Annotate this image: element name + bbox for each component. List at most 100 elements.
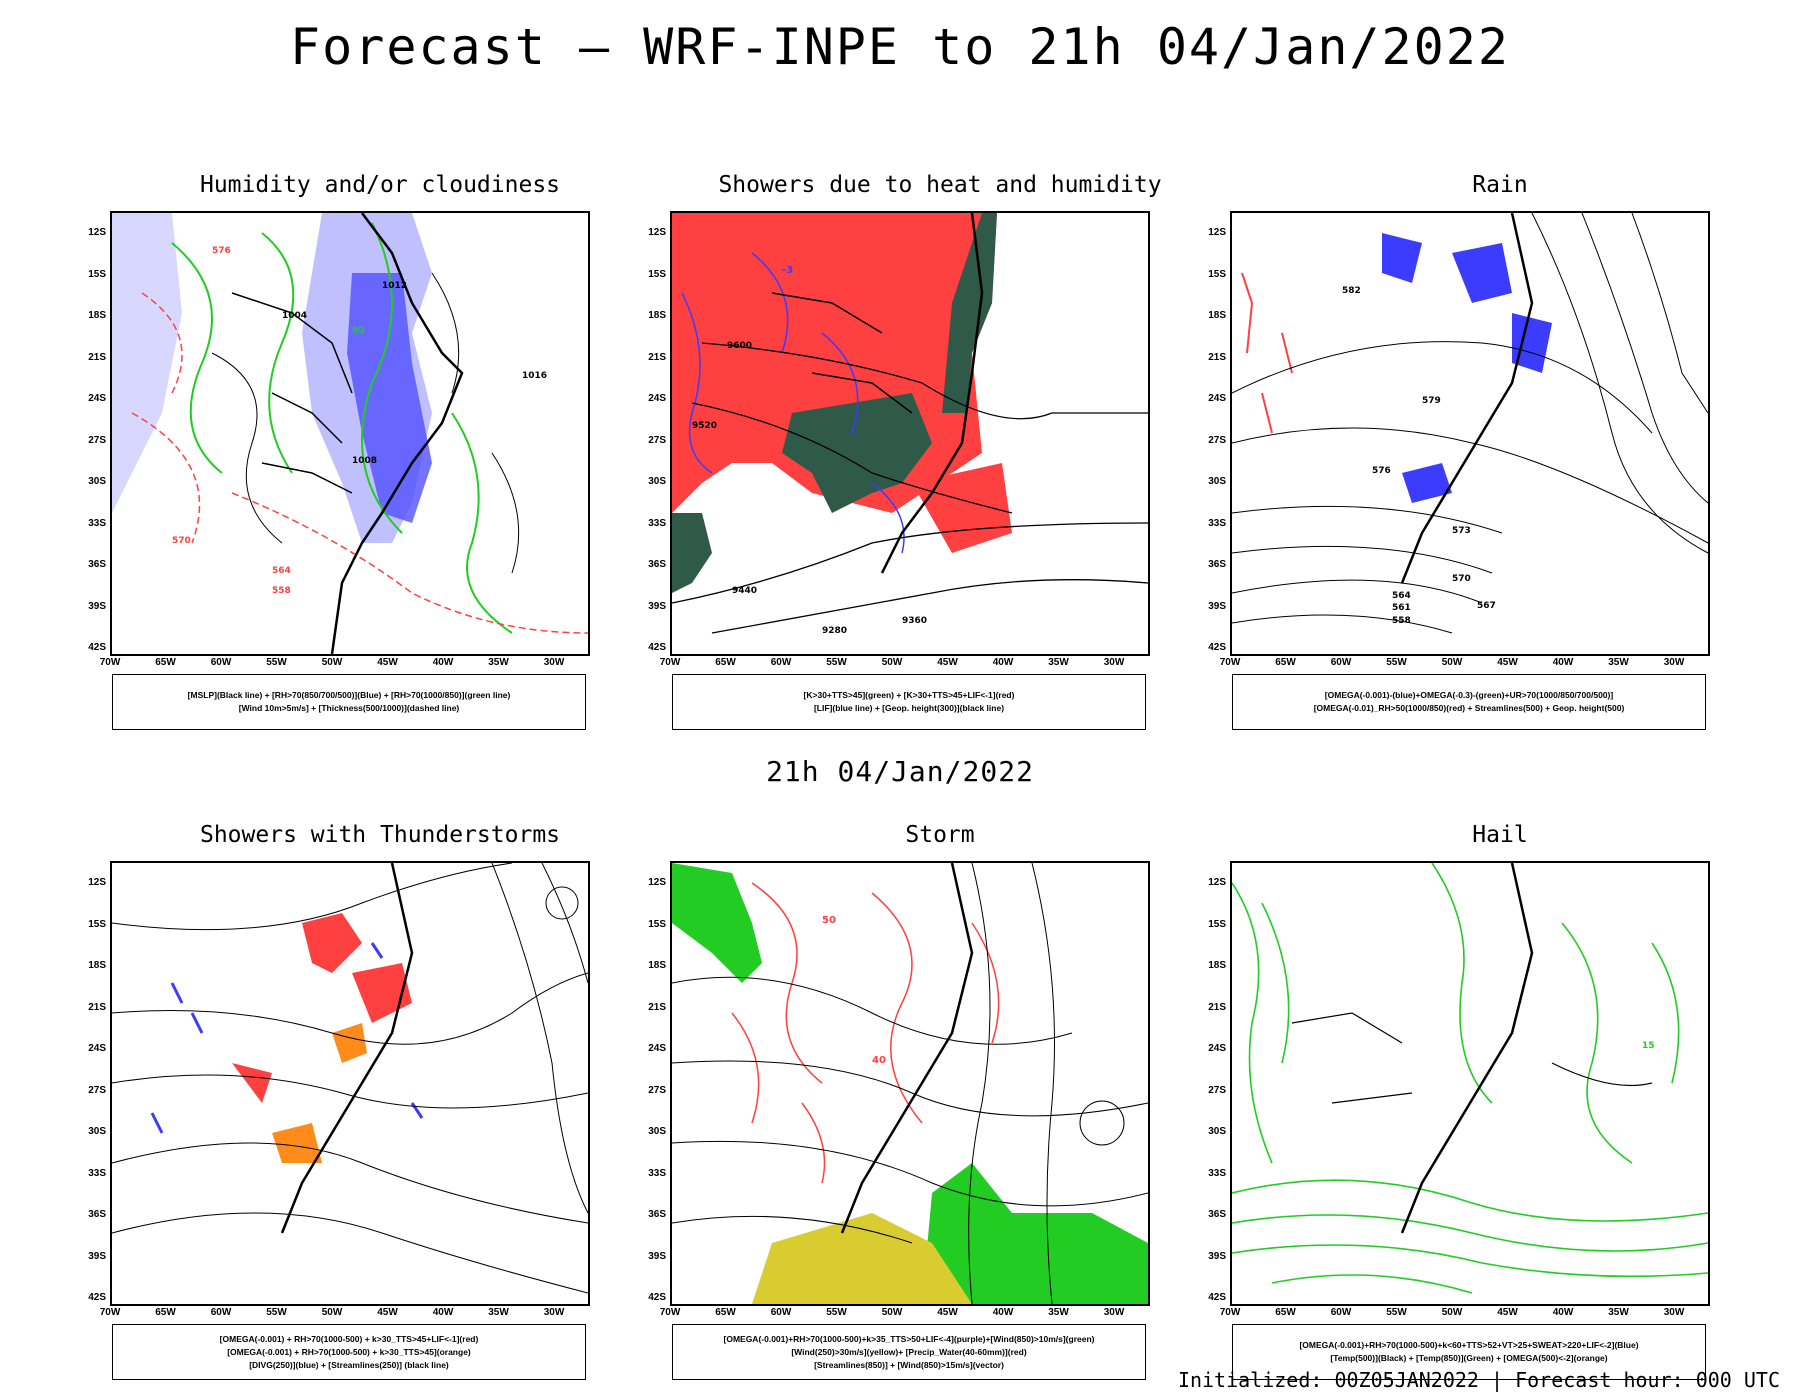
lat-tick-label: 30S xyxy=(648,1126,666,1137)
lon-tick-label: 40W xyxy=(992,1307,1014,1318)
lon-tick-label: 65W xyxy=(715,1307,736,1318)
contour-label: 573 xyxy=(1452,526,1471,536)
lon-tick-label: 50W xyxy=(881,1307,903,1318)
lat-tick-label: 30S xyxy=(1208,1126,1226,1137)
panel-title: Rain xyxy=(1472,172,1528,198)
lon-tick-label: 55W xyxy=(826,657,847,668)
lat-tick-label: 18S xyxy=(1208,960,1226,971)
legend-line: [K>30+TTS>45](green) + [K>30+TTS>45+LIF<… xyxy=(803,690,1015,700)
legend-thunderstorms: [OMEGA(-0.001) + RH>70(1000-500) + k>30_… xyxy=(112,1324,586,1380)
lat-tick-label: 33S xyxy=(1208,1167,1226,1179)
lon-tick-label: 55W xyxy=(1386,1307,1407,1318)
lat-tick-label: 24S xyxy=(648,1043,666,1054)
lat-tick-label: 15S xyxy=(1208,268,1226,280)
lat-tick-label: 36S xyxy=(88,1209,106,1220)
lat-tick-label: 42S xyxy=(88,1292,106,1303)
lat-tick-label: 30S xyxy=(648,476,666,487)
legend-line: [OMEGA(-0.01)_RH>50(1000/850)(red) + Str… xyxy=(1313,703,1625,713)
panel-title: Storm xyxy=(905,822,975,848)
map-hail: 15 xyxy=(1230,861,1710,1306)
map-humidity: 1004 1012 1008 1016 576 570 564 558 90 xyxy=(110,211,590,656)
lon-tick-label: 50W xyxy=(1441,1307,1463,1318)
panel-title: Showers due to heat and humidity xyxy=(718,172,1162,198)
lon-tick-label: 60W xyxy=(770,1307,792,1318)
panel-hail: Hail 15 [OMEGA(-0.001)+RH>70(1000-500)+k… xyxy=(1208,822,1780,1382)
lat-tick-label: 30S xyxy=(88,1126,106,1137)
lon-tick-label: 35W xyxy=(1048,657,1069,668)
lon-tick-label: 70W xyxy=(1219,657,1241,668)
legend-hail: [OMEGA(-0.001)+RH>70(1000-500)+k<60+TTS>… xyxy=(1232,1324,1706,1380)
lat-tick-label: 21S xyxy=(648,351,666,363)
lon-tick-label: 40W xyxy=(1552,1307,1574,1318)
lon-tick-label: 45W xyxy=(937,657,958,668)
lat-tick-label: 24S xyxy=(1208,393,1226,404)
lat-tick-label: 30S xyxy=(88,476,106,487)
lon-tick-label: 60W xyxy=(770,657,792,668)
lon-tick-label: 65W xyxy=(155,657,176,668)
map-showers-heat: 9600 9520 9440 9360 9280 -3 xyxy=(670,211,1150,656)
lon-tick-label: 55W xyxy=(1386,657,1407,668)
lon-tick-label: 45W xyxy=(1497,1307,1518,1318)
lon-tick-label: 35W xyxy=(1608,1307,1629,1318)
contour-label: 9360 xyxy=(902,616,927,626)
contour-label: 582 xyxy=(1342,286,1361,296)
lat-tick-label: 39S xyxy=(648,600,666,612)
lat-tick-label: 36S xyxy=(88,559,106,570)
legend-showers-heat: [K>30+TTS>45](green) + [K>30+TTS>45+LIF<… xyxy=(672,674,1146,730)
map-thunderstorms xyxy=(110,861,590,1306)
lon-tick-label: 70W xyxy=(99,657,121,668)
legend-line: [OMEGA(-0.001) + RH>70(1000-500) + k>30_… xyxy=(219,1333,479,1344)
panel-humidity: Humidity and/or cloudiness 1004 1012 100… xyxy=(88,172,660,732)
lon-tick-label: 30W xyxy=(1103,657,1125,668)
lon-tick-label: 65W xyxy=(1275,657,1296,668)
lat-tick-label: 30S xyxy=(1208,476,1226,487)
lon-tick-label: 30W xyxy=(1663,657,1685,668)
lon-tick-label: 70W xyxy=(659,657,681,668)
contour-label: 558 xyxy=(1392,616,1411,626)
valid-time-title: 21h 04/Jan/2022 xyxy=(766,755,1034,788)
lon-tick-label: 70W xyxy=(659,1307,681,1318)
lat-tick-label: 21S xyxy=(1208,1001,1226,1013)
lon-tick-label: 60W xyxy=(210,1307,232,1318)
contour-label: 1016 xyxy=(522,371,547,381)
lat-tick-label: 39S xyxy=(648,1250,666,1262)
lat-tick-label: 42S xyxy=(648,1292,666,1303)
contour-label: 9520 xyxy=(692,421,717,431)
contour-label: 50 xyxy=(822,915,836,926)
contour-label: 40 xyxy=(872,1055,886,1066)
lon-tick-label: 40W xyxy=(992,657,1014,668)
lat-tick-label: 36S xyxy=(648,1209,666,1220)
lat-tick-label: 27S xyxy=(648,434,666,446)
contour-label: 576 xyxy=(212,246,231,256)
lat-tick-label: 18S xyxy=(648,960,666,971)
lon-tick-label: 60W xyxy=(1330,657,1352,668)
lat-tick-label: 27S xyxy=(88,434,106,446)
lat-tick-label: 27S xyxy=(1208,434,1226,446)
contour-label: 564 xyxy=(272,566,291,576)
lon-tick-label: 55W xyxy=(826,1307,847,1318)
lat-tick-label: 18S xyxy=(1208,310,1226,321)
lat-tick-label: 39S xyxy=(88,1250,106,1262)
legend-line: [Wind 10m>5m/s] + [Thickness(500/1000)](… xyxy=(238,703,460,713)
lat-tick-label: 39S xyxy=(88,600,106,612)
lon-tick-label: 70W xyxy=(1219,1307,1241,1318)
lon-tick-label: 55W xyxy=(266,1307,287,1318)
contour-label: -3 xyxy=(782,265,793,276)
legend-line: [Wind(250)>30m/s](yellow)+ [Precip_Water… xyxy=(791,1346,1027,1357)
lat-tick-label: 33S xyxy=(648,517,666,529)
contour-label: 9280 xyxy=(822,626,847,636)
lat-tick-label: 42S xyxy=(1208,1292,1226,1303)
lon-tick-label: 45W xyxy=(377,1307,398,1318)
lon-tick-label: 30W xyxy=(543,1307,565,1318)
lat-tick-label: 36S xyxy=(1208,559,1226,570)
lat-tick-label: 21S xyxy=(88,1001,106,1013)
legend-line: [Streamlines(850)] + [Wind(850)>15m/s](v… xyxy=(814,1359,1004,1370)
lat-tick-label: 42S xyxy=(648,642,666,653)
legend-storm: [OMEGA(-0.001)+RH>70(1000-500)+k>35_TTS>… xyxy=(672,1324,1146,1380)
panel-title: Hail xyxy=(1472,822,1528,848)
lon-tick-label: 40W xyxy=(1552,657,1574,668)
lon-tick-label: 35W xyxy=(488,1307,509,1318)
contour-label: 90 xyxy=(352,326,365,336)
lat-tick-label: 15S xyxy=(1208,918,1226,930)
legend-line: [OMEGA(-0.001)-(blue)+OMEGA(-0.3)-(green… xyxy=(1324,690,1614,700)
